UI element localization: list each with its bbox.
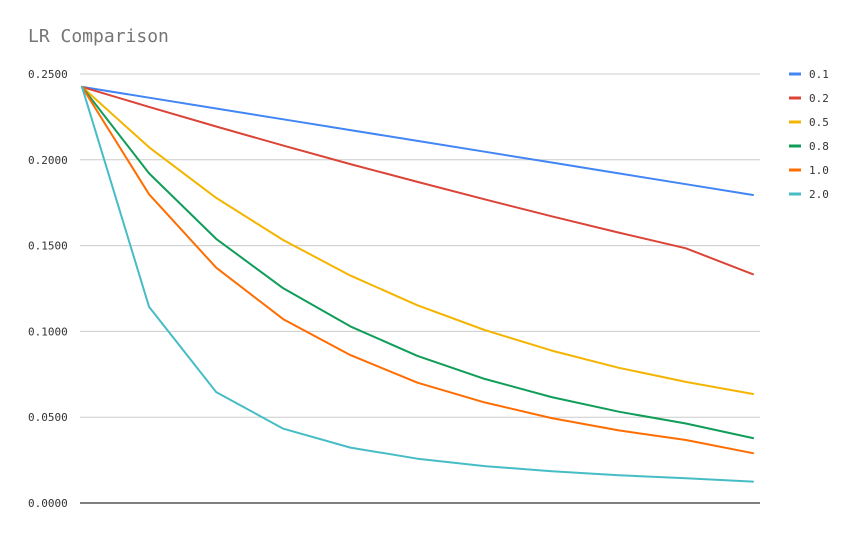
series-line-0.8: [81, 85, 754, 440]
y-tick-label: 0.1500: [28, 240, 68, 253]
legend-label: 2.0: [809, 188, 829, 201]
series-line-0.2: [81, 85, 754, 276]
y-tick-label: 0.0000: [28, 497, 68, 510]
legend-label: 0.8: [809, 140, 829, 153]
y-tick-label: 0.0500: [28, 411, 68, 424]
legend-label: 0.5: [809, 116, 829, 129]
series-line-2.0: [81, 85, 754, 483]
series-line-0.1: [81, 85, 754, 196]
y-tick-label: 0.2000: [28, 154, 68, 167]
legend-label: 0.1: [809, 68, 829, 81]
chart-title: LR Comparison: [28, 26, 169, 47]
series-line-0.5: [81, 85, 754, 395]
y-tick-label: 0.1000: [28, 325, 68, 338]
y-tick-label: 0.2500: [28, 68, 68, 81]
legend-label: 0.2: [809, 92, 829, 105]
series-line-1.0: [81, 85, 754, 455]
legend-label: 1.0: [809, 164, 829, 177]
